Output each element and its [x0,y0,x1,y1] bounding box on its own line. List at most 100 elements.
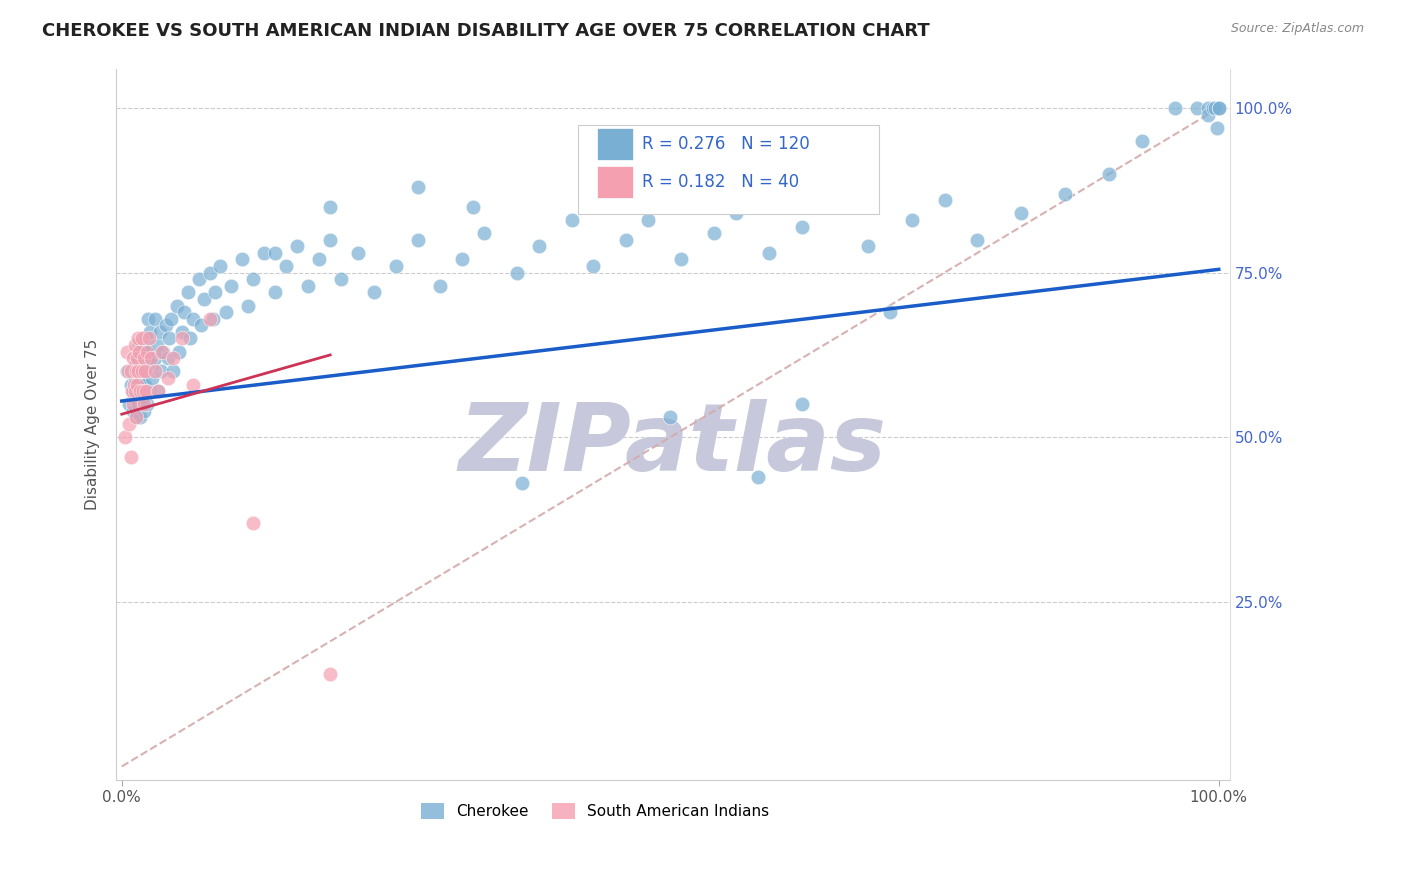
South American Indians [120,450,142,464]
Cherokee [150,364,173,378]
Cherokee [527,239,550,253]
South American Indians [181,377,204,392]
Cherokee [136,311,159,326]
Cherokee [637,213,659,227]
South American Indians [132,351,155,366]
Cherokee [406,233,429,247]
Cherokee [747,469,769,483]
Cherokee [505,266,527,280]
Cherokee [1208,101,1230,115]
Cherokee [308,252,330,267]
South American Indians [143,364,166,378]
Cherokee [264,245,287,260]
South American Indians [128,344,150,359]
Cherokee [131,338,153,352]
Cherokee [132,344,155,359]
Cherokee [128,384,150,399]
Cherokee [115,364,138,378]
Cherokee [141,358,163,372]
Text: R = 0.276   N = 120: R = 0.276 N = 120 [641,135,810,153]
Cherokee [201,311,224,326]
Cherokee [429,278,451,293]
Cherokee [879,305,901,319]
South American Indians [132,397,155,411]
Cherokee [363,285,385,300]
South American Indians [198,311,221,326]
Cherokee [139,325,162,339]
South American Indians [141,351,163,366]
Cherokee [121,404,143,418]
Cherokee [146,384,169,399]
Cherokee [1010,206,1032,220]
Cherokee [135,331,157,345]
Cherokee [127,351,149,366]
South American Indians [121,384,143,399]
Cherokee [616,233,638,247]
Cherokee [934,193,956,207]
Cherokee [162,364,184,378]
South American Indians [150,344,173,359]
South American Indians [121,397,143,411]
Cherokee [118,397,141,411]
Cherokee [143,311,166,326]
South American Indians [129,384,152,399]
Cherokee [160,311,183,326]
Cherokee [346,245,368,260]
South American Indians [242,516,264,530]
Cherokee [900,213,922,227]
Cherokee [790,219,813,234]
Cherokee [319,200,342,214]
South American Indians [115,344,138,359]
South American Indians [319,667,342,681]
South American Indians [138,331,160,345]
South American Indians [125,364,148,378]
Cherokee [176,285,198,300]
Cherokee [472,226,495,240]
Cherokee [124,371,146,385]
Cherokee [319,233,342,247]
Cherokee [167,344,190,359]
South American Indians [127,364,149,378]
Cherokee [582,259,605,273]
Cherokee [141,371,163,385]
Cherokee [173,305,195,319]
Cherokee [231,252,253,267]
South American Indians [131,331,153,345]
Cherokee [1208,101,1230,115]
Cherokee [132,404,155,418]
Cherokee [138,384,160,399]
Cherokee [152,344,174,359]
Cherokee [1204,101,1226,115]
Cherokee [127,397,149,411]
Cherokee [120,377,142,392]
Cherokee [758,245,780,260]
Cherokee [1054,186,1077,201]
Cherokee [127,377,149,392]
Legend: Cherokee, South American Indians: Cherokee, South American Indians [415,797,775,825]
Text: CHEROKEE VS SOUTH AMERICAN INDIAN DISABILITY AGE OVER 75 CORRELATION CHART: CHEROKEE VS SOUTH AMERICAN INDIAN DISABI… [42,22,929,40]
Text: Source: ZipAtlas.com: Source: ZipAtlas.com [1230,22,1364,36]
Cherokee [824,200,846,214]
Cherokee [135,364,157,378]
Cherokee [124,391,146,405]
South American Indians [125,410,148,425]
Cherokee [1205,120,1227,135]
Cherokee [131,358,153,372]
Cherokee [209,259,232,273]
Cherokee [131,391,153,405]
Cherokee [149,325,172,339]
Cherokee [155,318,177,333]
Cherokee [121,384,143,399]
Cherokee [128,338,150,352]
Cherokee [236,299,259,313]
South American Indians [136,344,159,359]
South American Indians [134,364,156,378]
Cherokee [125,410,148,425]
Cherokee [125,358,148,372]
Cherokee [146,338,169,352]
Cherokee [136,351,159,366]
FancyBboxPatch shape [578,126,879,214]
Cherokee [450,252,472,267]
Cherokee [132,364,155,378]
South American Indians [118,417,141,431]
